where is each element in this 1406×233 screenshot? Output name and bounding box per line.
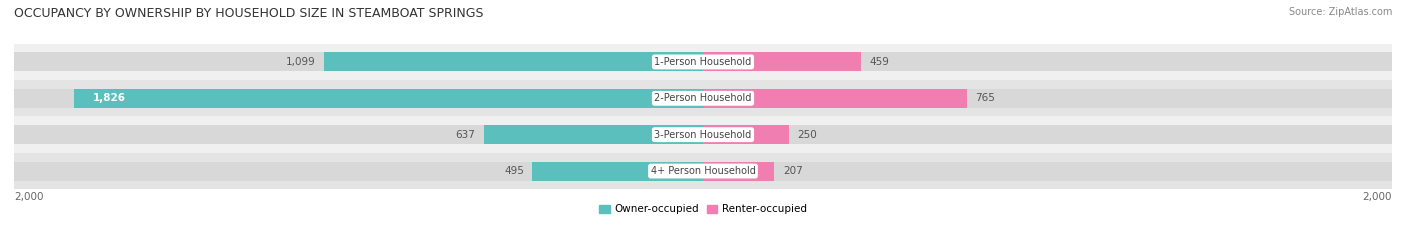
Bar — [484, 125, 703, 144]
Text: 2,000: 2,000 — [14, 192, 44, 202]
Bar — [14, 125, 703, 144]
Text: 1-Person Household: 1-Person Household — [654, 57, 752, 67]
Bar — [703, 125, 789, 144]
Bar — [14, 116, 1392, 153]
Bar — [703, 89, 966, 108]
Text: Source: ZipAtlas.com: Source: ZipAtlas.com — [1288, 7, 1392, 17]
Bar — [14, 52, 703, 71]
Text: 4+ Person Household: 4+ Person Household — [651, 166, 755, 176]
Bar — [703, 125, 1392, 144]
Legend: Owner-occupied, Renter-occupied: Owner-occupied, Renter-occupied — [595, 200, 811, 219]
Text: 1,826: 1,826 — [93, 93, 127, 103]
Text: 2,000: 2,000 — [1362, 192, 1392, 202]
Text: 459: 459 — [870, 57, 890, 67]
Bar — [75, 89, 703, 108]
Bar — [14, 162, 703, 181]
Bar — [703, 89, 1392, 108]
Bar — [14, 153, 1392, 189]
Text: 495: 495 — [503, 166, 524, 176]
Bar — [14, 80, 1392, 116]
Bar — [703, 52, 1392, 71]
Text: 207: 207 — [783, 166, 803, 176]
Text: 2-Person Household: 2-Person Household — [654, 93, 752, 103]
Bar — [325, 52, 703, 71]
Text: 250: 250 — [797, 130, 817, 140]
Bar — [14, 89, 703, 108]
Text: 765: 765 — [976, 93, 995, 103]
Text: 1,099: 1,099 — [285, 57, 316, 67]
Bar — [533, 162, 703, 181]
Text: 3-Person Household: 3-Person Household — [654, 130, 752, 140]
Text: 637: 637 — [456, 130, 475, 140]
Bar — [703, 52, 860, 71]
Bar — [703, 162, 775, 181]
Text: OCCUPANCY BY OWNERSHIP BY HOUSEHOLD SIZE IN STEAMBOAT SPRINGS: OCCUPANCY BY OWNERSHIP BY HOUSEHOLD SIZE… — [14, 7, 484, 20]
Bar — [14, 44, 1392, 80]
Bar — [703, 162, 1392, 181]
